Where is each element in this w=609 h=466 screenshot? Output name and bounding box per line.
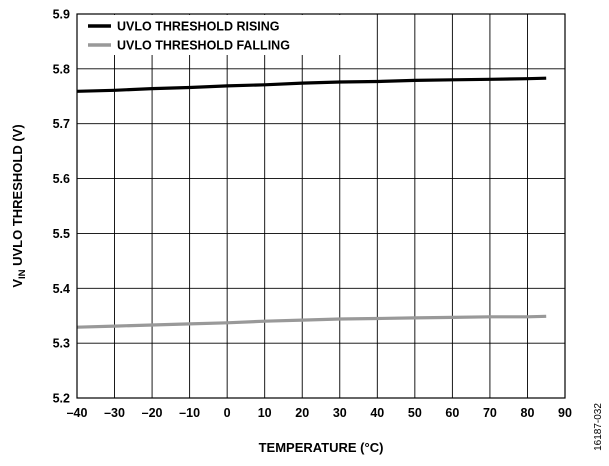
series-line-rising xyxy=(76,76,547,93)
x-tick-label: 80 xyxy=(521,406,535,420)
legend-label-rising: UVLO THRESHOLD RISING xyxy=(117,20,280,34)
y-tick-label: 5.9 xyxy=(53,8,70,22)
x-tick-label: 20 xyxy=(295,406,309,420)
plot-border xyxy=(76,13,566,399)
legend-label-falling: UVLO THRESHOLD FALLING xyxy=(117,39,290,53)
x-tick-label: 10 xyxy=(258,406,272,420)
y-tick-label: 5.4 xyxy=(53,282,70,296)
y-tick-label: 5.8 xyxy=(53,62,70,76)
y-axis-title-main: V xyxy=(10,279,25,288)
series-lines xyxy=(76,76,547,329)
x-tick-label: –20 xyxy=(142,406,163,420)
x-tick-label: 50 xyxy=(408,406,422,420)
x-tick-labels: –40 –30 –20 –10 0 10 20 30 40 50 60 70 80 90 xyxy=(67,406,572,420)
y-tick-label: 5.7 xyxy=(53,117,70,131)
legend: UVLO THRESHOLD RISING UVLO THRESHOLD FAL… xyxy=(79,15,351,55)
y-axis-title-subscript: IN xyxy=(17,269,28,279)
legend-background xyxy=(79,15,351,55)
x-tick-label: 60 xyxy=(445,406,459,420)
grid-lines xyxy=(76,13,566,399)
x-tick-label: 0 xyxy=(224,406,231,420)
y-tick-label: 5.2 xyxy=(53,392,70,406)
x-tick-label: 90 xyxy=(558,406,572,420)
y-tick-label: 5.5 xyxy=(53,227,70,241)
x-tick-label: 70 xyxy=(483,406,497,420)
x-axis-title: TEMPERATURE (°C) xyxy=(259,440,384,455)
series-line-falling xyxy=(76,314,547,329)
x-tick-label: –40 xyxy=(67,406,88,420)
figure-id: 16187-032 xyxy=(593,403,604,451)
y-tick-labels: 5.2 5.3 5.4 5.5 5.6 5.7 5.8 5.9 xyxy=(53,8,70,406)
y-axis-title-rest: UVLO THRESHOLD (V) xyxy=(10,124,25,269)
y-tick-label: 5.3 xyxy=(53,337,70,351)
x-tick-label: –30 xyxy=(104,406,125,420)
y-tick-label: 5.6 xyxy=(53,172,70,186)
x-tick-label: 30 xyxy=(333,406,347,420)
x-tick-label: 40 xyxy=(370,406,384,420)
x-tick-label: –10 xyxy=(179,406,200,420)
y-axis-title: VIN UVLO THRESHOLD (V) xyxy=(10,124,28,287)
